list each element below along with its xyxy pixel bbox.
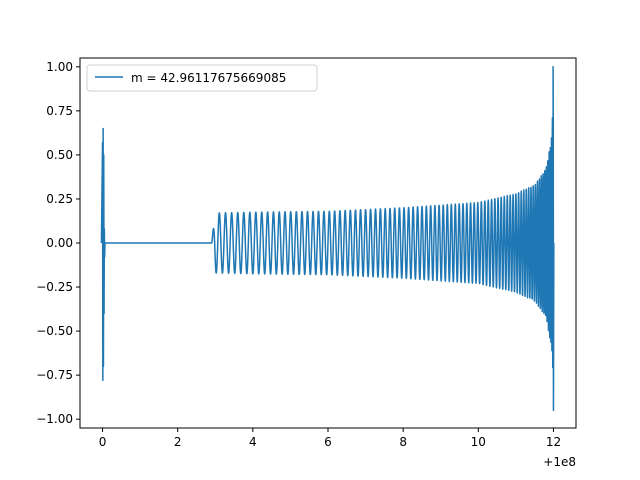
x-tick-label: 4 [249,435,257,449]
legend-box [86,64,318,92]
y-tick-label: 0.00 [46,236,73,250]
legend: m = 42.96117675669085 [86,64,318,92]
x-tick-label: 6 [324,435,332,449]
y-tick-label: 1.00 [46,60,73,74]
x-tick-label: 0 [99,435,107,449]
plot-layer [100,66,555,412]
y-tick-label: 0.50 [46,148,73,162]
series-line [100,66,555,412]
x-tick-label: 2 [174,435,182,449]
x-tick-label: 8 [399,435,407,449]
y-tick-label: 0.25 [46,192,73,206]
x-offset-label: +1e8 [543,455,576,469]
y-tick-label: −0.75 [36,368,73,382]
y-tick-label: −0.50 [36,324,73,338]
ticks-layer: 0 2 4 6 8 10 12 −1.00 −0.75 −0.50 −0.25 0.00 0.25 0.5… [36,60,561,449]
y-tick-label: −1.00 [36,412,73,426]
legend-label: m = 42.96117675669085 [131,71,286,85]
y-tick-label: 0.75 [46,104,73,118]
x-tick-label: 12 [546,435,561,449]
y-tick-label: −0.25 [36,280,73,294]
x-tick-label: 10 [471,435,486,449]
